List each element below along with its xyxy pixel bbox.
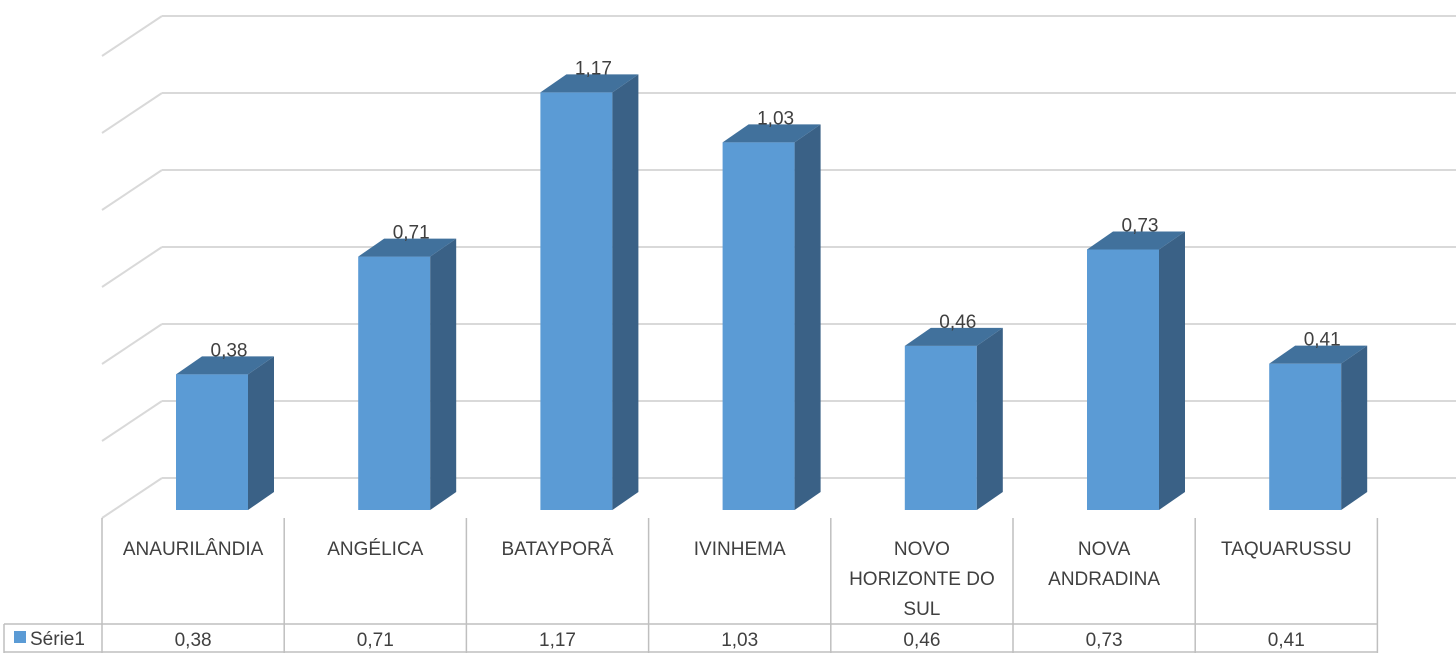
category-label: BATAYPORÃ: [502, 538, 614, 560]
bar-top: [904, 327, 1003, 346]
table-value: 0,38: [175, 630, 212, 651]
data-label: 0,41: [1304, 330, 1341, 351]
category-label: ANDRADINA: [1048, 569, 1160, 590]
table-value: 0,46: [903, 630, 940, 651]
category-label: IVINHEMA: [694, 539, 786, 560]
category-label: ANAURILÂNDIA: [123, 538, 264, 560]
gridline-depth: [101, 246, 163, 288]
bar: [1087, 231, 1185, 510]
bar-side: [1159, 231, 1185, 510]
bar-top: [1087, 231, 1185, 250]
bar: [904, 327, 1003, 510]
bar-side: [430, 238, 457, 511]
gridline-depth: [101, 400, 163, 442]
bar-side: [248, 356, 274, 510]
bar-front: [722, 142, 795, 510]
bar-side: [612, 74, 639, 511]
bar: [358, 238, 457, 511]
legend-swatch: [14, 631, 26, 643]
bar-side: [794, 124, 821, 510]
category-label: TAQUARUSSU: [1221, 539, 1352, 560]
bar: [540, 74, 639, 511]
bar: [176, 356, 274, 510]
bar: [722, 124, 821, 510]
table-value: 0,41: [1268, 630, 1305, 651]
table-value: 1,03: [721, 630, 758, 651]
bar-front: [1269, 363, 1342, 510]
bar-top: [722, 124, 821, 143]
category-label: NOVA: [1078, 539, 1131, 560]
bar: [1269, 345, 1368, 510]
category-label: HORIZONTE DO: [849, 569, 995, 590]
gridline-depth: [101, 15, 163, 57]
data-label: 1,17: [575, 58, 612, 79]
data-table: ANAURILÂNDIA ANGÉLICA BATAYPORÃ IVINHEMA NOV…: [3, 518, 1379, 653]
category-label: ANGÉLICA: [327, 539, 423, 560]
data-label: 0,73: [1122, 215, 1159, 236]
legend-label: Série1: [30, 629, 85, 650]
bar-top: [176, 356, 274, 375]
bar-top: [540, 74, 639, 93]
data-label: 0,71: [393, 223, 430, 244]
gridline-depth: [101, 477, 163, 519]
bar-front: [176, 374, 248, 510]
category-label: NOVO: [894, 539, 950, 560]
bar-top: [1269, 345, 1368, 364]
table-value: 1,17: [539, 630, 576, 651]
category-label: SUL: [903, 599, 940, 620]
table-value: 0,71: [357, 630, 394, 651]
bar-front: [358, 256, 431, 510]
gridline-depth: [101, 92, 163, 134]
table-value: 0,73: [1086, 630, 1123, 651]
data-label: 0,46: [939, 312, 976, 333]
data-label: 0,38: [211, 340, 248, 361]
gridline-depth: [101, 323, 163, 365]
data-label: 1,03: [757, 108, 794, 129]
bar-front: [904, 345, 977, 510]
data-labels: 0,38 0,71 1,17 1,03 0,46 0,73 0,41: [211, 58, 1341, 361]
bar-series: [176, 74, 1368, 511]
bar-front: [1087, 249, 1159, 510]
bar-front: [540, 92, 613, 511]
gridline-depth: [101, 169, 163, 211]
bar-top: [358, 238, 457, 257]
bar-side: [976, 327, 1003, 510]
bar-side: [1341, 345, 1368, 510]
